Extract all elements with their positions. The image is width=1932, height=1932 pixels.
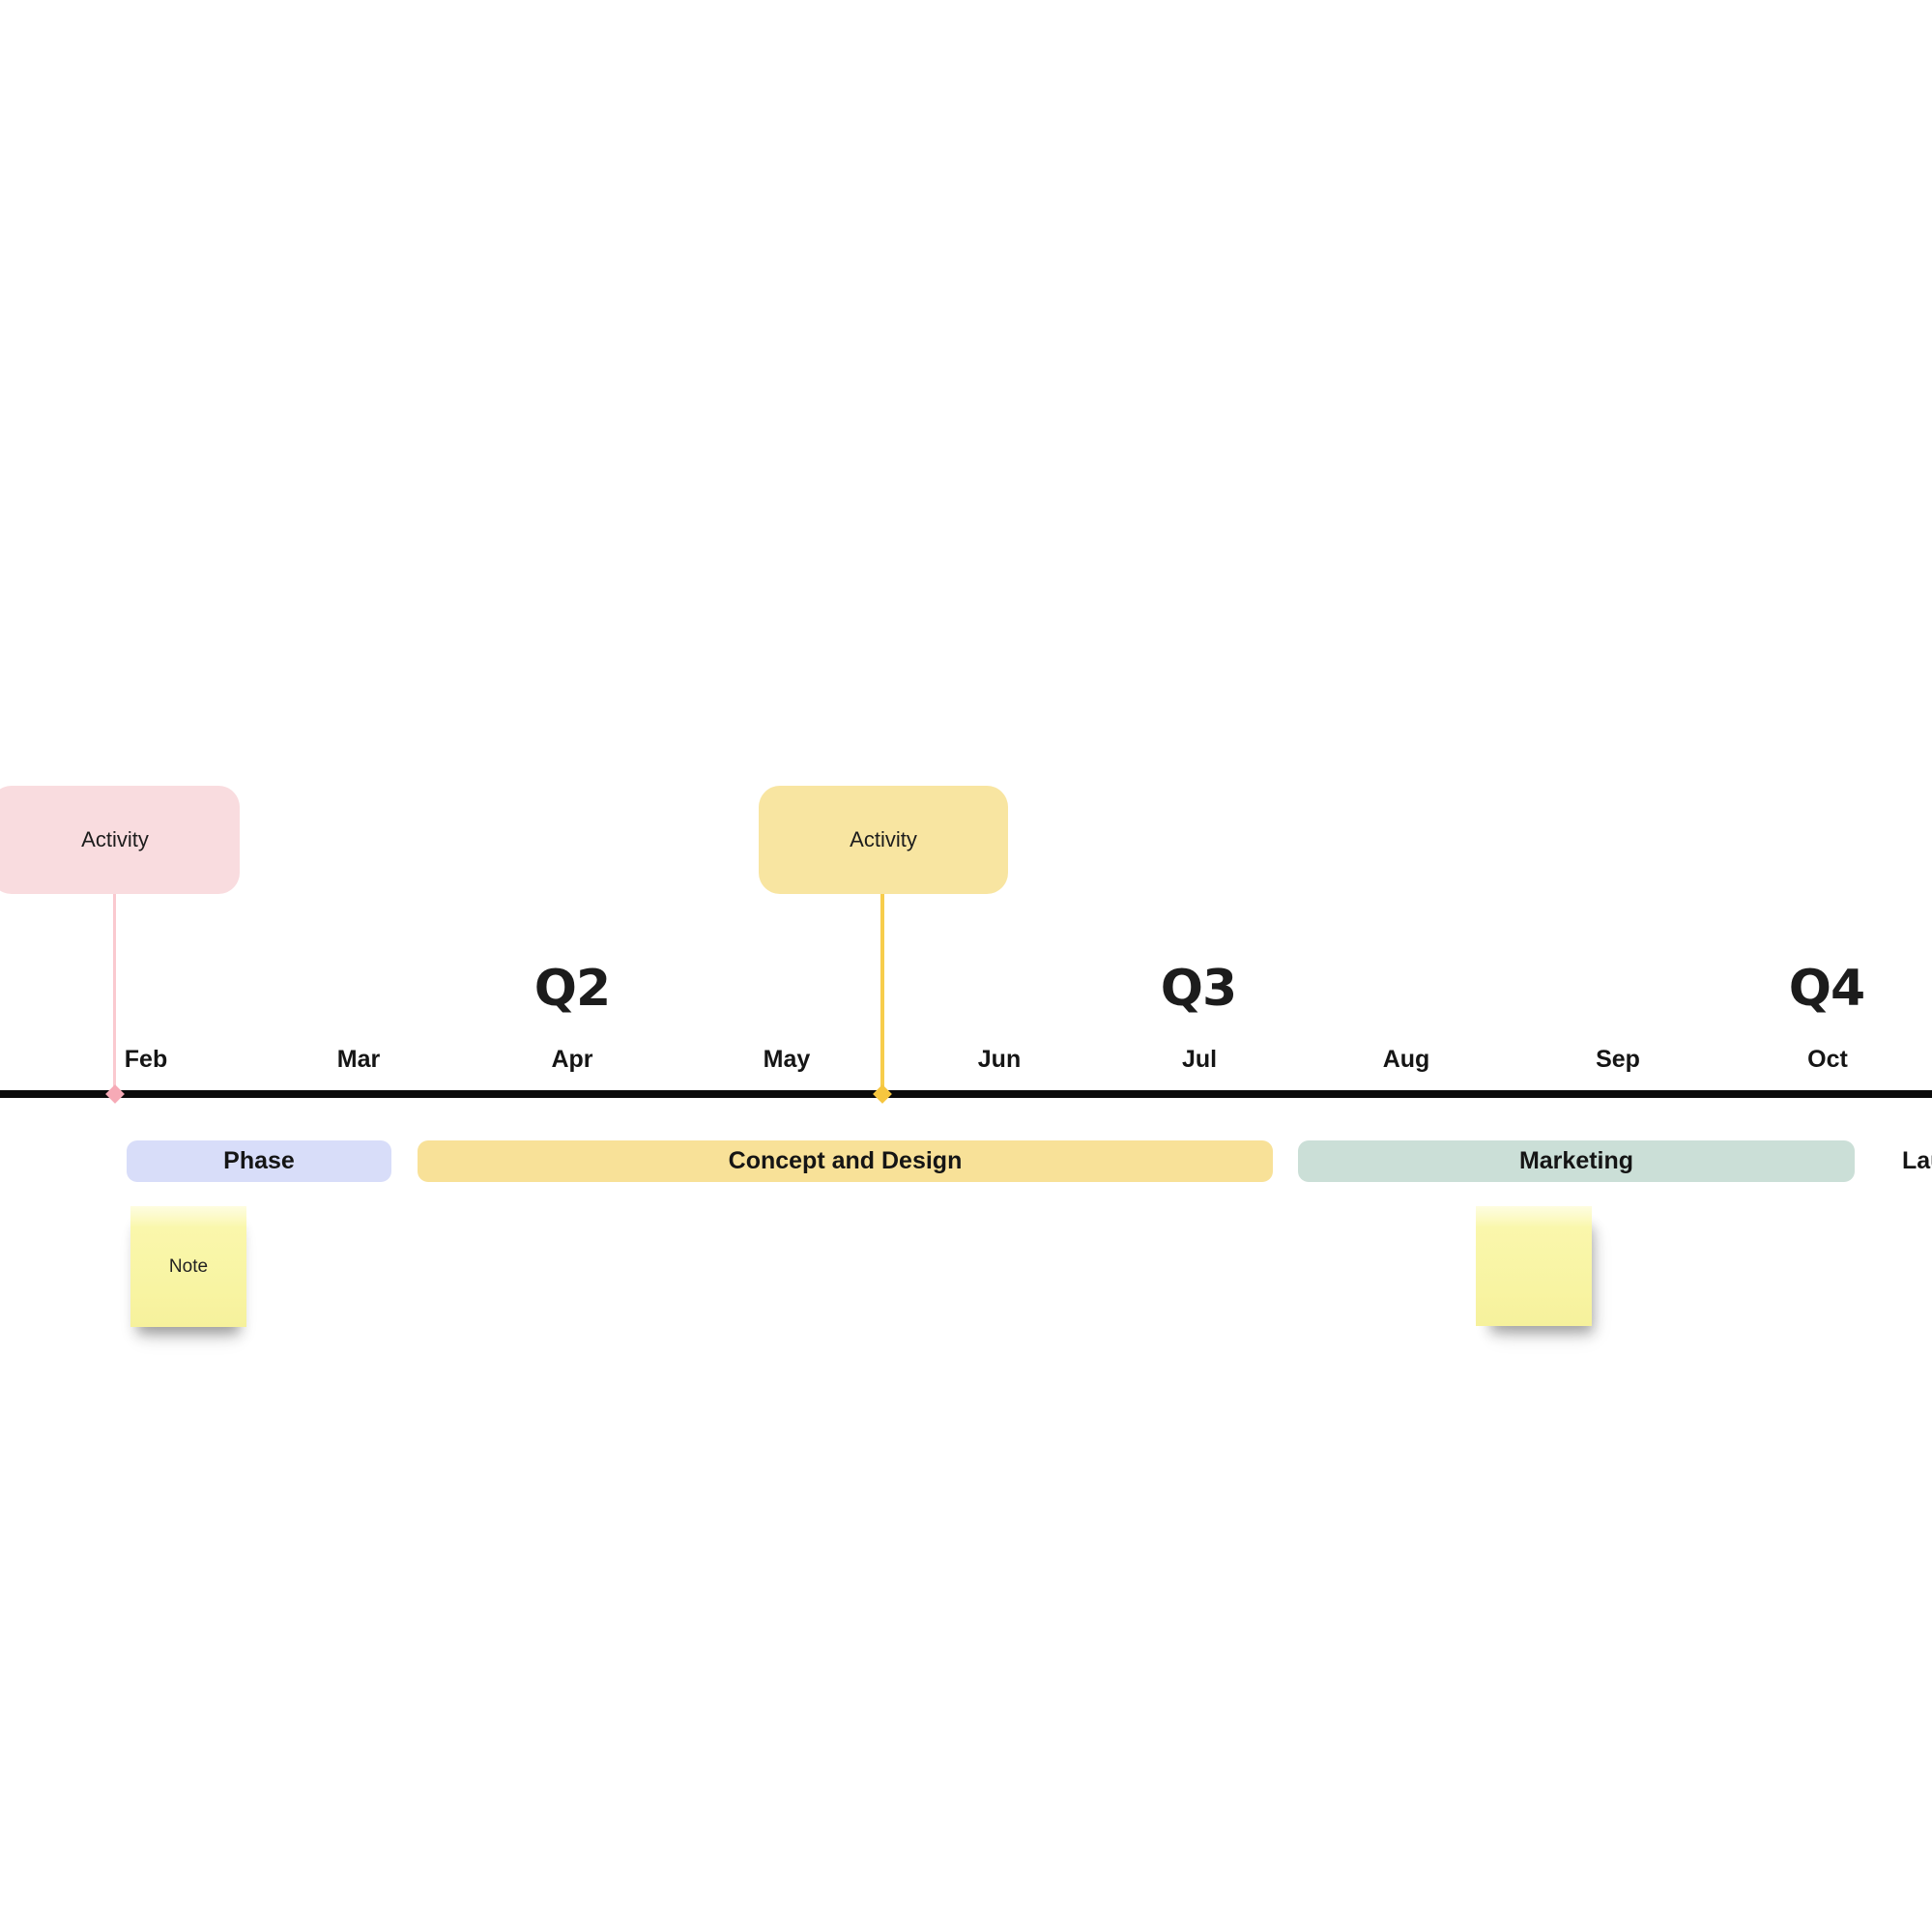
quarter-label-q2: Q2 [533, 960, 611, 1018]
phase-bar-marketing[interactable]: Marketing [1298, 1140, 1855, 1182]
sticky-note-blank[interactable] [1476, 1206, 1592, 1326]
sticky-note-text: Note [168, 1255, 209, 1277]
quarter-label-q4: Q4 [1788, 960, 1865, 1018]
milestone-diamond-yellow[interactable] [873, 1084, 892, 1104]
month-label-may: May [763, 1046, 811, 1073]
phase-bar-label: Concept and Design [728, 1147, 963, 1174]
phase-bar-concept-and-design[interactable]: Concept and Design [418, 1140, 1273, 1182]
month-label-apr: Apr [551, 1046, 593, 1073]
activity-card-yellow[interactable]: Activity [759, 786, 1008, 894]
sticky-note[interactable]: Note [130, 1206, 246, 1327]
phase-bar-label: Phase [223, 1147, 295, 1174]
activity-connector-yellow [880, 892, 884, 1094]
phase-label-launch[interactable]: Launch [1902, 1147, 1932, 1174]
milestone-diamond-pink[interactable] [105, 1084, 125, 1104]
quarter-label-q3: Q3 [1160, 960, 1237, 1018]
activity-card-label: Activity [81, 827, 149, 851]
month-label-jul: Jul [1181, 1046, 1218, 1073]
phase-bar-label: Marketing [1518, 1147, 1634, 1174]
month-label-aug: Aug [1382, 1046, 1430, 1073]
timeline-axis [0, 1090, 1932, 1098]
month-label-jun: Jun [977, 1046, 1022, 1073]
month-label-sep: Sep [1596, 1046, 1640, 1073]
month-label-oct: Oct [1807, 1046, 1848, 1073]
month-label-mar: Mar [336, 1046, 381, 1073]
activity-card-pink[interactable]: Activity [0, 786, 240, 894]
month-label-feb: Feb [124, 1046, 168, 1073]
phase-bar-phase[interactable]: Phase [127, 1140, 391, 1182]
activity-connector-pink [113, 892, 116, 1094]
activity-card-label: Activity [850, 827, 917, 851]
